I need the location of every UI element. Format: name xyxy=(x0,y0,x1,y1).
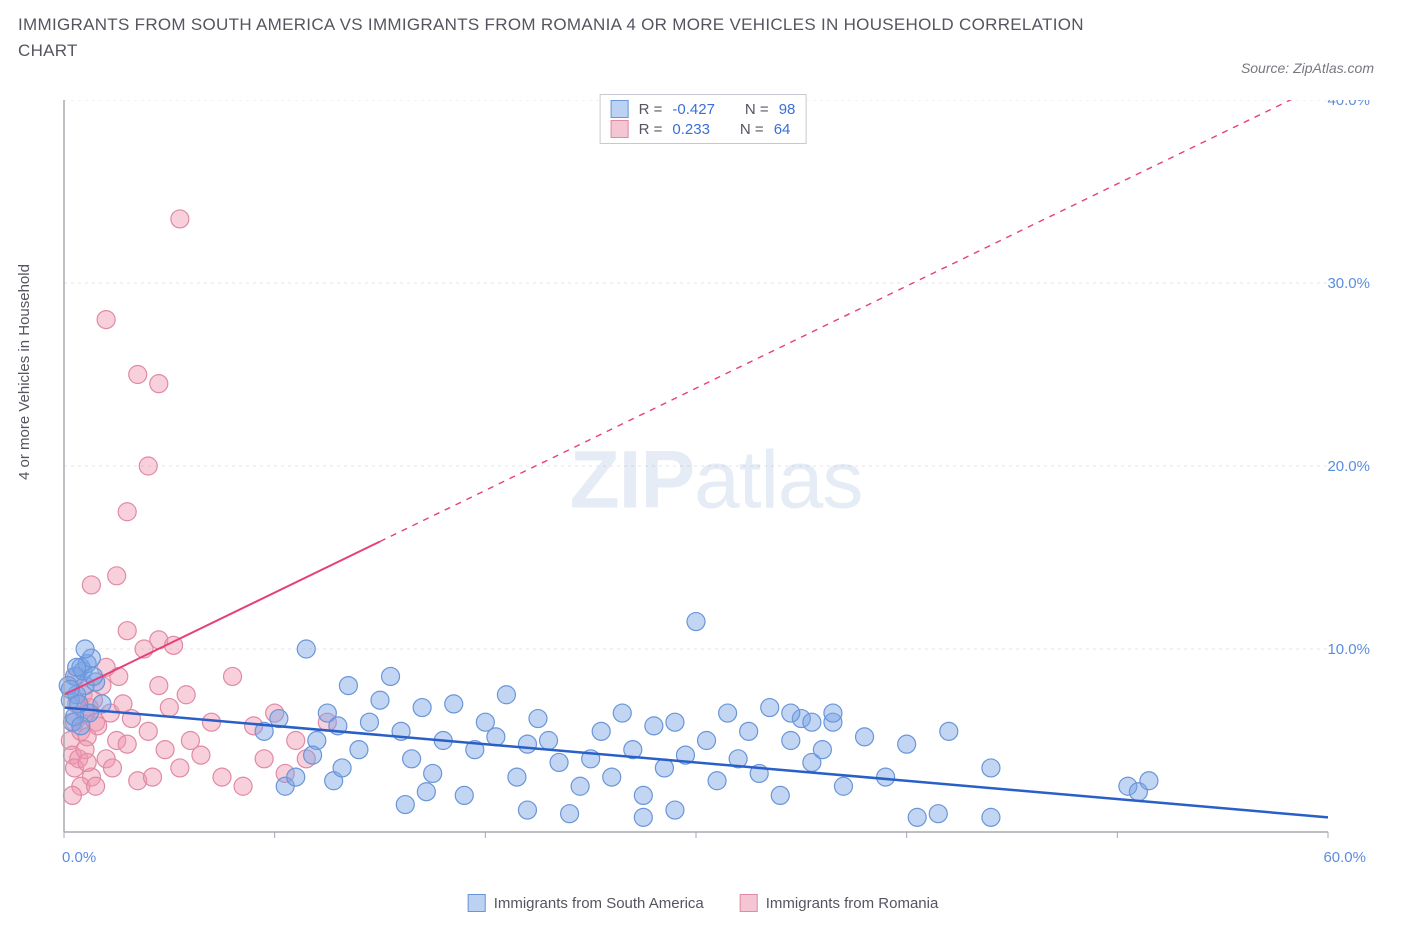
correlation-legend: R = -0.427 N = 98 R = 0.233 N = 64 xyxy=(600,94,807,144)
r-value-0: -0.427 xyxy=(672,101,715,118)
n-value-1: 64 xyxy=(774,121,791,138)
r-value-1: 0.233 xyxy=(672,121,710,138)
legend-item-0: Immigrants from South America xyxy=(468,894,704,912)
svg-text:10.0%: 10.0% xyxy=(1327,641,1370,658)
n-prefix: N = xyxy=(740,121,764,138)
svg-text:0.0%: 0.0% xyxy=(62,849,96,866)
legend-label-0: Immigrants from South America xyxy=(494,895,704,912)
legend-row-series-0: R = -0.427 N = 98 xyxy=(611,99,796,119)
legend-row-series-1: R = 0.233 N = 64 xyxy=(611,119,796,139)
legend-swatch-0 xyxy=(611,100,629,118)
svg-text:30.0%: 30.0% xyxy=(1327,275,1370,292)
legend-swatch-bottom-1 xyxy=(740,894,758,912)
svg-text:40.0%: 40.0% xyxy=(1327,100,1370,109)
legend-label-1: Immigrants from Romania xyxy=(766,895,939,912)
legend-item-1: Immigrants from Romania xyxy=(740,894,939,912)
svg-text:20.0%: 20.0% xyxy=(1327,458,1370,475)
chart-title: IMMIGRANTS FROM SOUTH AMERICA VS IMMIGRA… xyxy=(18,12,1118,65)
legend-swatch-bottom-0 xyxy=(468,894,486,912)
n-prefix: N = xyxy=(745,101,769,118)
y-axis-label: 4 or more Vehicles in Household xyxy=(16,264,33,480)
r-prefix: R = xyxy=(639,121,663,138)
scatter-chart: ZIPatlas 10.0%20.0%30.0%40.0%0.0%60.0% xyxy=(56,100,1376,870)
r-prefix: R = xyxy=(639,101,663,118)
series-legend: Immigrants from South America Immigrants… xyxy=(468,894,939,912)
n-value-0: 98 xyxy=(779,101,796,118)
legend-swatch-1 xyxy=(611,120,629,138)
svg-text:60.0%: 60.0% xyxy=(1323,849,1366,866)
source-label: Source: ZipAtlas.com xyxy=(1241,60,1374,76)
